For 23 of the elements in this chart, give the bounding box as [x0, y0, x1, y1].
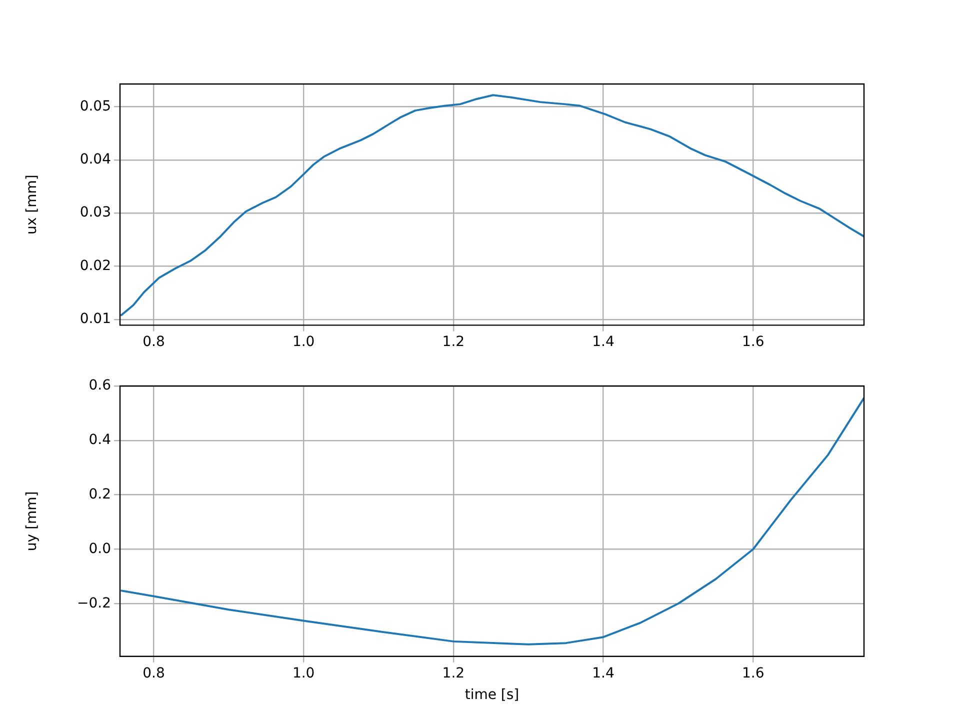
y-tick-label: 0.6 [88, 378, 112, 394]
x-tick-label: 1.2 [442, 334, 465, 350]
x-tick-label: 0.8 [142, 334, 165, 350]
y-tick-label: 0.05 [80, 98, 111, 114]
x-tick-label: 0.8 [142, 665, 165, 682]
x-tick-label: 1.0 [292, 334, 315, 350]
y-tick-label: 0.2 [88, 486, 111, 502]
y-tick-label: 0.01 [80, 310, 111, 327]
x-tick-label: 1.6 [742, 665, 764, 682]
y-axis-title: ux [mm] [24, 174, 40, 235]
y-tick-label: 0.03 [80, 204, 111, 221]
x-tick-label: 1.2 [442, 665, 465, 682]
y-tick-label: 0.4 [88, 432, 112, 448]
x-axis-title: time [s] [464, 687, 520, 704]
x-tick-label: 1.4 [592, 334, 614, 350]
y-tick-label: 0.04 [80, 152, 112, 168]
x-tick-label: 1.6 [742, 334, 764, 350]
x-tick-label: 1.0 [292, 665, 315, 682]
x-tick-label: 1.4 [592, 665, 614, 682]
y-tick-label: −0.2 [77, 595, 111, 612]
y-tick-label: 0.02 [80, 258, 111, 274]
y-axis-title: uy [mm] [24, 491, 40, 552]
y-tick-label: 0.0 [88, 540, 111, 557]
